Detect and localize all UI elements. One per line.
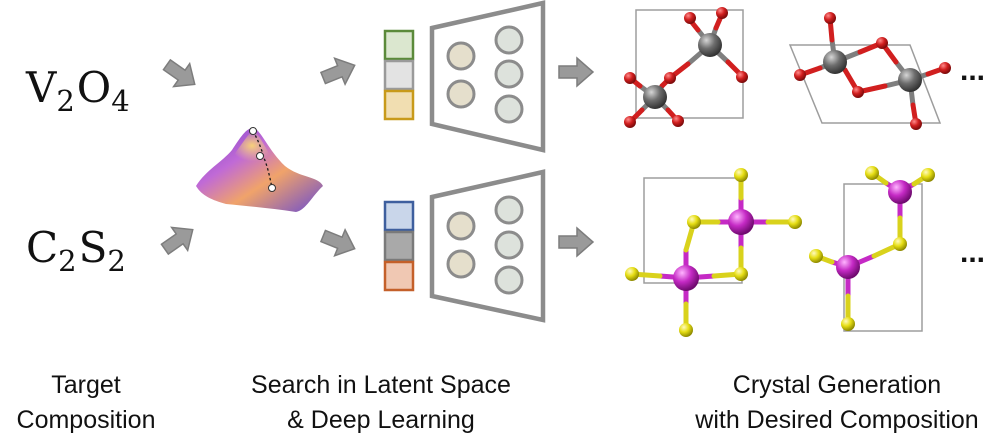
crystal-structure-icon — [809, 166, 935, 332]
arrow-right-icon — [558, 56, 595, 88]
caption-target-line1: Target — [51, 371, 121, 399]
svg-text:C2S2: C2S2 — [26, 223, 126, 278]
formula-bottom-sub1: 2 — [58, 244, 76, 278]
caption-target: Target Composition — [17, 371, 156, 434]
formula-bottom-el2: S — [79, 223, 108, 272]
ellipsis: ... — [960, 54, 985, 87]
arrow-right-icon — [558, 226, 595, 258]
formula-c2s2: C2S2 — [26, 223, 126, 278]
formula-top-el1: V — [25, 63, 57, 112]
arrow-right-icon — [319, 57, 356, 87]
arrow-right-icon — [319, 227, 356, 257]
crystal-structure-icon — [625, 168, 802, 337]
caption-search: Search in Latent Space & Deep Learning — [251, 371, 511, 434]
caption-search-line2: & Deep Learning — [287, 406, 475, 434]
formula-top-sub1: 2 — [56, 84, 74, 118]
formula-top-sub2: 4 — [111, 84, 129, 118]
neural-network-icon — [429, 0, 546, 153]
arrow-up-right-icon — [160, 226, 194, 256]
crystal-structure-icon — [788, 12, 951, 130]
ellipsis: ... — [960, 236, 985, 269]
crystal-structure-icon — [624, 7, 748, 128]
svg-text:V2O4: V2O4 — [25, 63, 130, 118]
latent-vector-top — [383, 29, 415, 121]
caption-target-line2: Composition — [17, 406, 156, 434]
latent-vector-bottom — [383, 200, 415, 292]
formula-v2o4: V2O4 — [25, 63, 130, 118]
caption-crystal: Crystal Generation with Desired Composit… — [694, 371, 978, 434]
formula-bottom-el1: C — [26, 223, 58, 272]
arrow-down-right-icon — [162, 58, 196, 88]
caption-crystal-line2: with Desired Composition — [694, 406, 978, 434]
neural-network-icon — [429, 169, 546, 323]
caption-search-line1: Search in Latent Space — [251, 371, 511, 399]
formula-top-el2: O — [77, 63, 111, 112]
formula-bottom-sub2: 2 — [107, 244, 125, 278]
energy-landscape-icon — [196, 127, 323, 212]
caption-crystal-line1: Crystal Generation — [733, 371, 941, 399]
